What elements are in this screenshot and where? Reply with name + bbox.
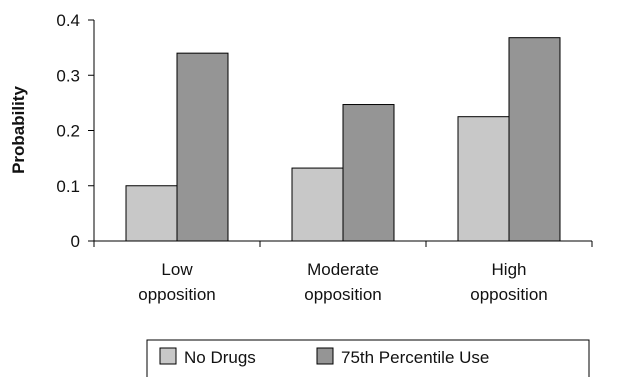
legend-box [146, 339, 590, 377]
bar-75th-percentile-1 [342, 104, 395, 242]
x-category-label: Moderate [307, 260, 379, 279]
legend-label-0: No Drugs [184, 348, 256, 367]
x-categories: Low opposition Moderate opposition High oppos… [93, 241, 593, 304]
bar-no-drugs-1 [291, 167, 344, 242]
y-tick-label: 0.2 [56, 122, 80, 141]
y-tick-label: 0.1 [56, 177, 80, 196]
x-category-label: opposition [470, 285, 548, 304]
bar-75th-percentile-2 [508, 37, 561, 242]
legend-label-1: 75th Percentile Use [341, 348, 489, 367]
bar-75th-percentile-0 [176, 52, 229, 242]
legend: No Drugs 75th Percentile Use [146, 339, 590, 377]
y-tick-label: 0.3 [56, 66, 80, 85]
x-category-label: Low [161, 260, 193, 279]
x-category-label: High [492, 260, 527, 279]
y-axis-title: Probability [9, 86, 28, 174]
x-category-label: opposition [138, 285, 216, 304]
bars [125, 37, 561, 242]
y-tick-label: 0.4 [56, 11, 80, 30]
bar-no-drugs-0 [125, 185, 178, 242]
legend-swatch-1 [316, 347, 334, 365]
x-category-label: opposition [304, 285, 382, 304]
y-tick-label: 0 [71, 232, 80, 251]
bar-no-drugs-2 [457, 116, 510, 242]
y-ticks: 0 0.1 0.2 0.3 0.4 [56, 11, 94, 251]
legend-swatch-0 [159, 347, 177, 365]
